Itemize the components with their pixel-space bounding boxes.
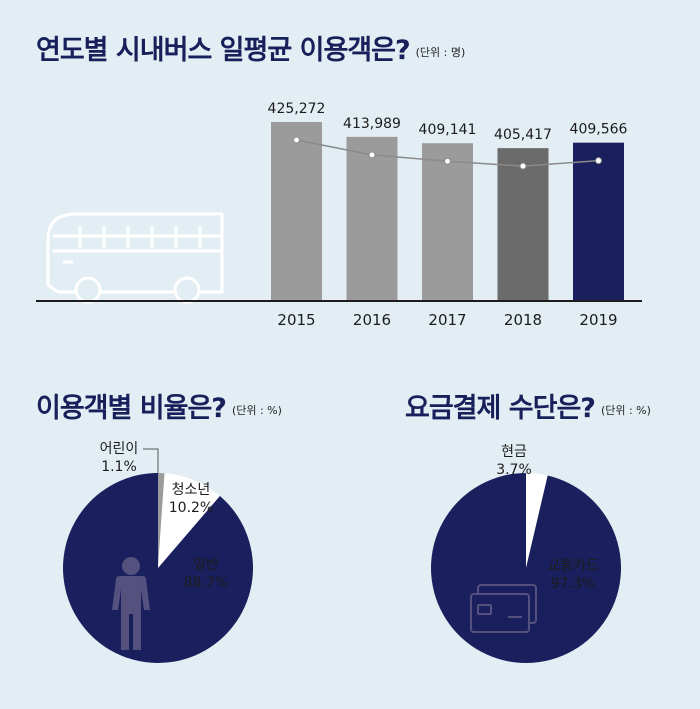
slice-value-label: 1.1% — [101, 459, 137, 475]
pie-slice — [158, 473, 220, 568]
page-title: 연도별 시내버스 일평균 이용객은? (단위 : 명) — [36, 28, 465, 67]
unit-label: (단위 : %) — [231, 403, 282, 417]
slice-label: 어린이 — [100, 441, 139, 457]
category-label: 2019 — [579, 311, 617, 329]
value-label: 409,566 — [570, 122, 628, 138]
value-label: 413,989 — [343, 116, 401, 132]
bar-2018 — [497, 148, 549, 300]
bar-2016 — [346, 136, 398, 300]
trend-point — [368, 151, 376, 159]
slice-value-label: 3.7% — [496, 462, 532, 478]
slice-label: 현금 — [501, 444, 527, 460]
unit-label: (단위 : 명) — [415, 45, 466, 59]
bus-icon — [46, 212, 224, 304]
title-text: 요금결제 수단은? — [405, 393, 596, 424]
unit-label: (단위 : %) — [600, 403, 651, 417]
category-label: 2018 — [504, 311, 542, 329]
slice-value-label: 97.3% — [551, 576, 595, 592]
slice-label: 교통카드 — [547, 558, 599, 574]
title-text: 연도별 시내버스 일평균 이용객은? — [36, 35, 411, 66]
value-label: 425,272 — [268, 101, 326, 117]
person-icon — [112, 557, 150, 650]
payment-method-title: 요금결제 수단은? (단위 : %) — [405, 386, 651, 425]
slice-value-label: 10.2% — [169, 500, 213, 516]
trend-point — [293, 136, 300, 144]
card-icon — [470, 584, 537, 633]
bar-2017 — [422, 143, 473, 300]
trend-point — [595, 157, 602, 165]
category-label: 2017 — [428, 311, 466, 329]
category-label: 2016 — [353, 311, 391, 329]
pie-slice — [62, 473, 253, 663]
value-label: 405,417 — [494, 127, 552, 143]
pie-slice — [526, 473, 548, 568]
slice-label: 청소년 — [172, 482, 211, 498]
trend-point — [519, 162, 527, 170]
pie-slice — [158, 473, 165, 568]
bar-2015 — [271, 122, 322, 300]
value-label: 409,141 — [419, 122, 477, 138]
bar-2019 — [573, 142, 624, 300]
title-text: 이용객별 비율은? — [36, 393, 227, 424]
slice-label: 일반 — [193, 557, 219, 573]
slice-value-label: 88.7% — [184, 575, 228, 591]
trend-point — [444, 157, 451, 165]
category-label: 2015 — [277, 311, 315, 329]
passenger-ratio-title: 이용객별 비율은? (단위 : %) — [36, 386, 282, 425]
